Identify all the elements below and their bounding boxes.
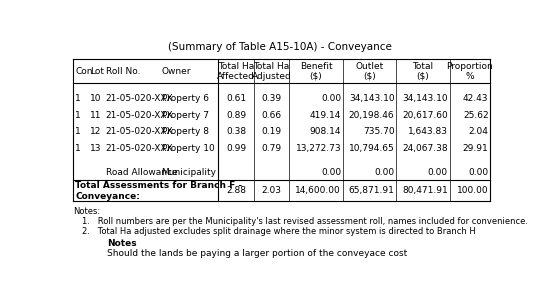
Text: Total Ha
Adjusted: Total Ha Adjusted [252,61,292,81]
Text: 1: 1 [75,144,81,153]
Text: Roll No.: Roll No. [106,67,140,76]
Text: 65,871.91: 65,871.91 [348,186,394,195]
Text: Owner: Owner [161,67,191,76]
Text: 11: 11 [90,111,102,120]
Text: 0.38: 0.38 [226,128,246,136]
Text: 0.39: 0.39 [261,94,282,103]
Text: 21-05-020-XXX: 21-05-020-XXX [106,94,173,103]
Text: 21-05-020-XXX: 21-05-020-XXX [106,111,173,120]
Text: 20,617.60: 20,617.60 [402,111,448,120]
Text: 2.88: 2.88 [226,186,246,195]
Text: 0.00: 0.00 [468,168,488,177]
Text: Should the lands be paying a larger portion of the conveyace cost: Should the lands be paying a larger port… [107,248,408,257]
Text: 0.00: 0.00 [321,94,341,103]
Text: Property 6: Property 6 [161,94,208,103]
Text: Total Ha
Affected: Total Ha Affected [217,61,255,81]
Text: 42.43: 42.43 [463,94,488,103]
Text: 2.04: 2.04 [469,128,488,136]
Text: Proportion
%: Proportion % [446,61,493,81]
Text: Total Assessments for Branch F -
Conveyance:: Total Assessments for Branch F - Conveya… [75,181,242,201]
Text: 1,643.83: 1,643.83 [408,128,448,136]
Text: 21-05-020-XXX: 21-05-020-XXX [106,144,173,153]
Text: 20,198.46: 20,198.46 [349,111,394,120]
Text: Property 10: Property 10 [161,144,214,153]
Text: 1: 1 [75,94,81,103]
Text: 21-05-020-XXX: 21-05-020-XXX [106,128,173,136]
Text: 0.79: 0.79 [261,144,282,153]
Text: 0.00: 0.00 [428,168,448,177]
Text: 10: 10 [90,94,102,103]
Text: 13: 13 [90,144,102,153]
Text: 24,067.38: 24,067.38 [402,144,448,153]
Text: Road Allowance: Road Allowance [106,168,177,177]
Text: Property 7: Property 7 [161,111,208,120]
Text: 34,143.10: 34,143.10 [349,94,394,103]
Text: Total
($): Total ($) [412,61,433,81]
Text: 1: 1 [75,111,81,120]
Text: 0.99: 0.99 [226,144,246,153]
Text: 10,794.65: 10,794.65 [349,144,394,153]
Text: 13,272.73: 13,272.73 [295,144,341,153]
Text: 0.19: 0.19 [261,128,282,136]
Text: Municipality: Municipality [161,168,217,177]
Text: Benefit
($): Benefit ($) [300,61,333,81]
Text: 12: 12 [90,128,102,136]
Text: 25.62: 25.62 [463,111,488,120]
Text: Notes: Notes [107,239,137,248]
Text: 29.91: 29.91 [463,144,488,153]
Text: 0.00: 0.00 [321,168,341,177]
Text: 0.00: 0.00 [374,168,394,177]
Text: 908.14: 908.14 [310,128,341,136]
Text: 100.00: 100.00 [457,186,488,195]
Text: Property 8: Property 8 [161,128,208,136]
Text: 1.   Roll numbers are per the Municipality's last revised assessment roll, names: 1. Roll numbers are per the Municipality… [82,217,528,226]
Text: 0.61: 0.61 [226,94,246,103]
Text: 14,600.00: 14,600.00 [295,186,341,195]
Text: 80,471.91: 80,471.91 [402,186,448,195]
Text: Notes:: Notes: [73,207,101,216]
Text: 0.89: 0.89 [226,111,246,120]
Text: 1: 1 [75,128,81,136]
Text: 2.03: 2.03 [261,186,282,195]
Text: Outlet
($): Outlet ($) [356,61,383,81]
Text: 2.   Total Ha adjusted excludes split drainage where the minor system is directe: 2. Total Ha adjusted excludes split drai… [82,226,476,236]
Text: 34,143.10: 34,143.10 [402,94,448,103]
Text: Lot: Lot [90,67,104,76]
Text: 0.66: 0.66 [261,111,282,120]
Text: 419.14: 419.14 [310,111,341,120]
Text: 735.70: 735.70 [363,128,394,136]
Text: (Summary of Table A15-10A) - Conveyance: (Summary of Table A15-10A) - Conveyance [168,42,392,52]
Text: Con: Con [75,67,92,76]
